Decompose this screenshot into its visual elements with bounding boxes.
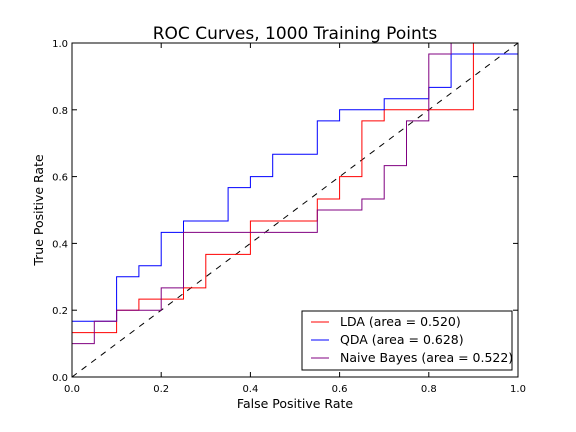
y-tick-label: 1.0: [52, 39, 68, 50]
y-tick-label: 0.6: [52, 173, 68, 184]
legend-label-2: Naive Bayes (area = 0.522): [340, 350, 513, 365]
legend-label-1: QDA (area = 0.628): [340, 332, 464, 347]
x-tick-label: 0.8: [421, 384, 437, 395]
x-axis-label: False Positive Rate: [237, 396, 353, 411]
y-tick-label: 0.4: [52, 239, 68, 250]
y-axis-label: True Positive Rate: [31, 154, 46, 267]
axes-frame: [71, 42, 519, 378]
y-tick-label: 0.0: [52, 373, 68, 384]
x-tick-label: 0.4: [242, 384, 258, 395]
legend-label-0: LDA (area = 0.520): [340, 314, 461, 329]
plot-area: 0.0 0.2 0.4 0.6 0.8 1.0 0.0 0.2 0.4 0.6 0.8 1.0: [52, 39, 526, 395]
y-tick-label: 0.8: [52, 106, 68, 117]
legend: LDA (area = 0.520) QDA (area = 0.628) Naiv…: [301, 310, 513, 371]
y-tick-label: 0.2: [52, 306, 68, 317]
x-tick-label: 0.0: [64, 384, 80, 395]
series-line-2: [71, 42, 518, 377]
reference-diagonal-line: [71, 42, 519, 378]
legend-box: [301, 310, 513, 371]
x-tick-label: 1.0: [510, 384, 526, 395]
x-tick-label: 0.2: [153, 384, 169, 395]
chart-title: ROC Curves, 1000 Training Points: [153, 24, 438, 44]
x-tick-label: 0.6: [332, 384, 348, 395]
